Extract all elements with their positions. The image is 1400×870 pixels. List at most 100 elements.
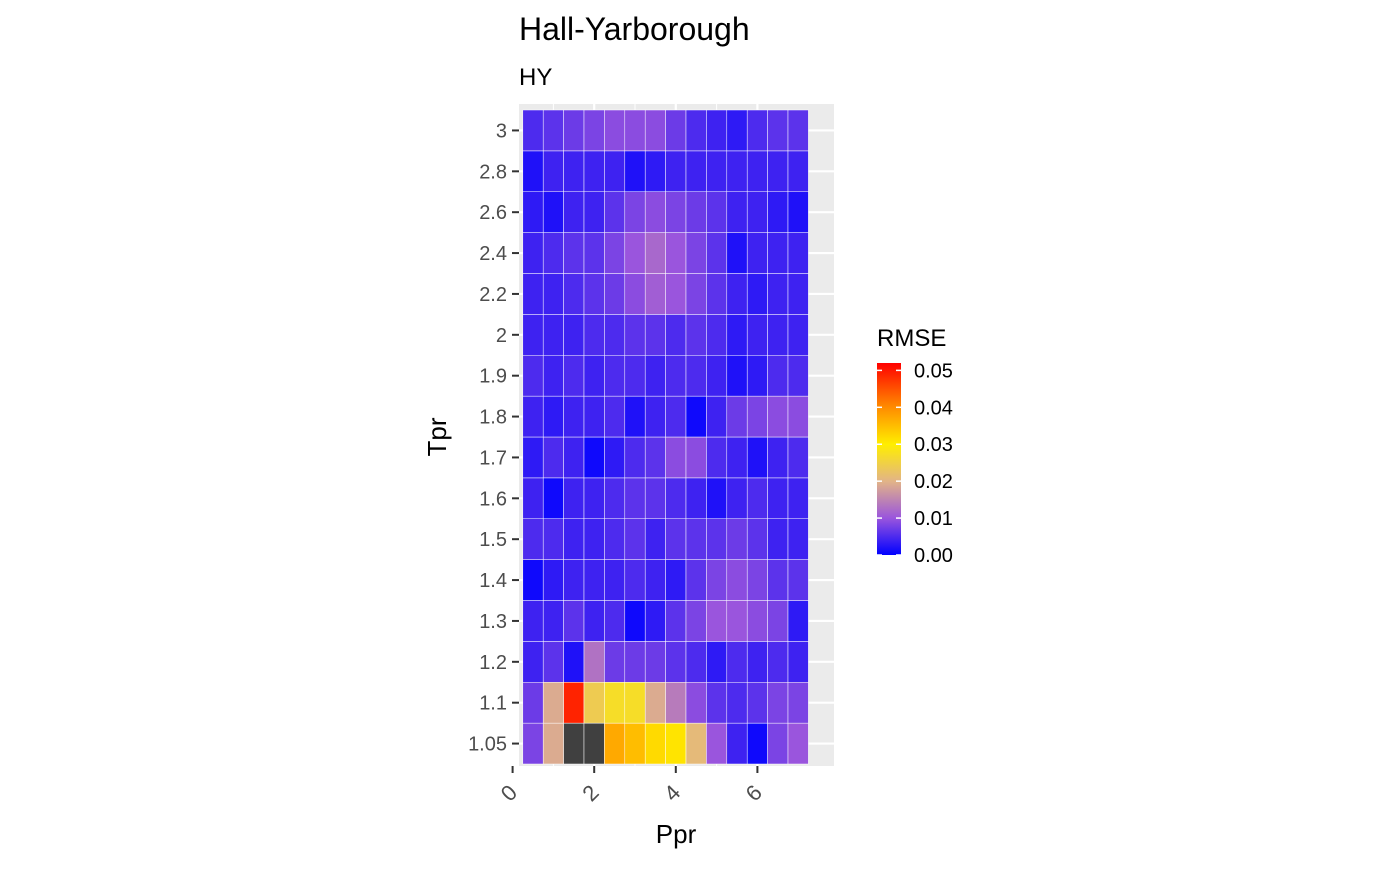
heatmap-cell xyxy=(583,395,605,438)
heatmap-cell xyxy=(706,395,728,438)
heatmap-cell xyxy=(542,559,564,601)
heatmap-cell xyxy=(665,559,687,601)
x-tick-label: 6 xyxy=(741,780,767,806)
heatmap-cell xyxy=(665,395,687,438)
heatmap-cell xyxy=(563,722,585,765)
legend-title: RMSE xyxy=(877,325,946,352)
heatmap-cell xyxy=(644,682,666,724)
heatmap-cell xyxy=(767,191,789,233)
heatmap-cell xyxy=(746,641,768,683)
heatmap-cell xyxy=(726,559,748,601)
heatmap-cell xyxy=(726,436,748,479)
heatmap-cell xyxy=(624,314,646,356)
heatmap-cell xyxy=(522,109,544,152)
heatmap-cell xyxy=(563,191,585,233)
heatmap-cell xyxy=(644,232,666,274)
heatmap-tiles xyxy=(522,109,809,765)
heatmap-cell xyxy=(604,150,626,192)
heatmap-cell xyxy=(665,232,687,274)
heatmap-cell xyxy=(644,109,666,152)
heatmap-cell xyxy=(542,682,564,724)
heatmap-cell xyxy=(542,273,564,315)
heatmap-cell xyxy=(624,518,646,560)
heatmap-cell xyxy=(787,150,809,192)
heatmap-cell xyxy=(522,191,544,233)
heatmap-cell xyxy=(542,150,564,192)
heatmap-cell xyxy=(624,232,646,274)
heatmap-cell xyxy=(787,436,809,479)
heatmap-cell xyxy=(746,436,768,479)
x-tick-label: 2 xyxy=(577,780,603,806)
heatmap-cell xyxy=(767,232,789,274)
heatmap-cell xyxy=(563,477,585,519)
heatmap-cell xyxy=(563,436,585,479)
heatmap-cell xyxy=(604,722,626,765)
x-tick-label: 0 xyxy=(496,780,522,806)
heatmap-cell xyxy=(563,559,585,601)
heatmap-cell xyxy=(604,436,626,479)
heatmap-cell xyxy=(746,600,768,642)
heatmap-cell xyxy=(746,232,768,274)
heatmap-cell xyxy=(563,641,585,683)
heatmap-cell xyxy=(726,355,748,397)
heatmap-cell xyxy=(542,436,564,479)
heatmap-cell xyxy=(665,722,687,765)
heatmap-cell xyxy=(542,191,564,233)
heatmap-cell xyxy=(604,559,626,601)
heatmap-cell xyxy=(604,273,626,315)
heatmap-cell xyxy=(644,150,666,192)
heatmap-cell xyxy=(583,273,605,315)
heatmap-cell xyxy=(706,355,728,397)
heatmap-cell xyxy=(624,109,646,152)
heatmap-cell xyxy=(685,395,707,438)
heatmap-cell xyxy=(522,518,544,560)
heatmap-cell xyxy=(726,273,748,315)
heatmap-cell xyxy=(746,273,768,315)
heatmap-cell xyxy=(644,395,666,438)
heatmap-cell xyxy=(624,436,646,479)
heatmap-cell xyxy=(706,518,728,560)
heatmap-cell xyxy=(685,477,707,519)
heatmap-cell xyxy=(604,682,626,724)
heatmap-cell xyxy=(685,722,707,765)
y-tick-label: 1.5 xyxy=(479,529,507,551)
y-tick-label: 1.4 xyxy=(479,570,507,592)
heatmap-cell xyxy=(685,150,707,192)
heatmap-cell xyxy=(542,641,564,683)
heatmap-cell xyxy=(706,436,728,479)
heatmap-cell xyxy=(644,518,666,560)
heatmap-cell xyxy=(604,395,626,438)
heatmap-cell xyxy=(604,477,626,519)
heatmap-cell xyxy=(624,273,646,315)
heatmap-cell xyxy=(787,355,809,397)
heatmap-cell xyxy=(665,314,687,356)
color-legend: RMSE 0.00 0.01 0.02 0.03 0.04 0.05 xyxy=(877,325,953,567)
heatmap-cell xyxy=(746,477,768,519)
heatmap-cell xyxy=(746,109,768,152)
heatmap-cell xyxy=(665,150,687,192)
heatmap-cell xyxy=(604,232,626,274)
heatmap-cell xyxy=(604,641,626,683)
heatmap-cell xyxy=(787,273,809,315)
heatmap-cell xyxy=(767,395,789,438)
heatmap-cell xyxy=(726,682,748,724)
heatmap-cell xyxy=(624,477,646,519)
heatmap-cell xyxy=(583,436,605,479)
heatmap-cell xyxy=(542,722,564,765)
heatmap-cell xyxy=(583,109,605,152)
legend-tick-label: 0.01 xyxy=(914,508,953,530)
heatmap-cell xyxy=(787,232,809,274)
heatmap-cell xyxy=(542,355,564,397)
heatmap-cell xyxy=(746,722,768,765)
heatmap-cell xyxy=(563,395,585,438)
heatmap-cell xyxy=(706,273,728,315)
heatmap-cell xyxy=(644,477,666,519)
heatmap-cell xyxy=(665,191,687,233)
heatmap-cell xyxy=(767,559,789,601)
x-axis: 0 2 4 6 xyxy=(496,766,767,806)
legend-colorbar xyxy=(877,363,901,555)
heatmap-cell xyxy=(563,232,585,274)
heatmap-cell xyxy=(604,314,626,356)
y-tick-label: 2.2 xyxy=(479,284,507,306)
heatmap-cell xyxy=(644,559,666,601)
